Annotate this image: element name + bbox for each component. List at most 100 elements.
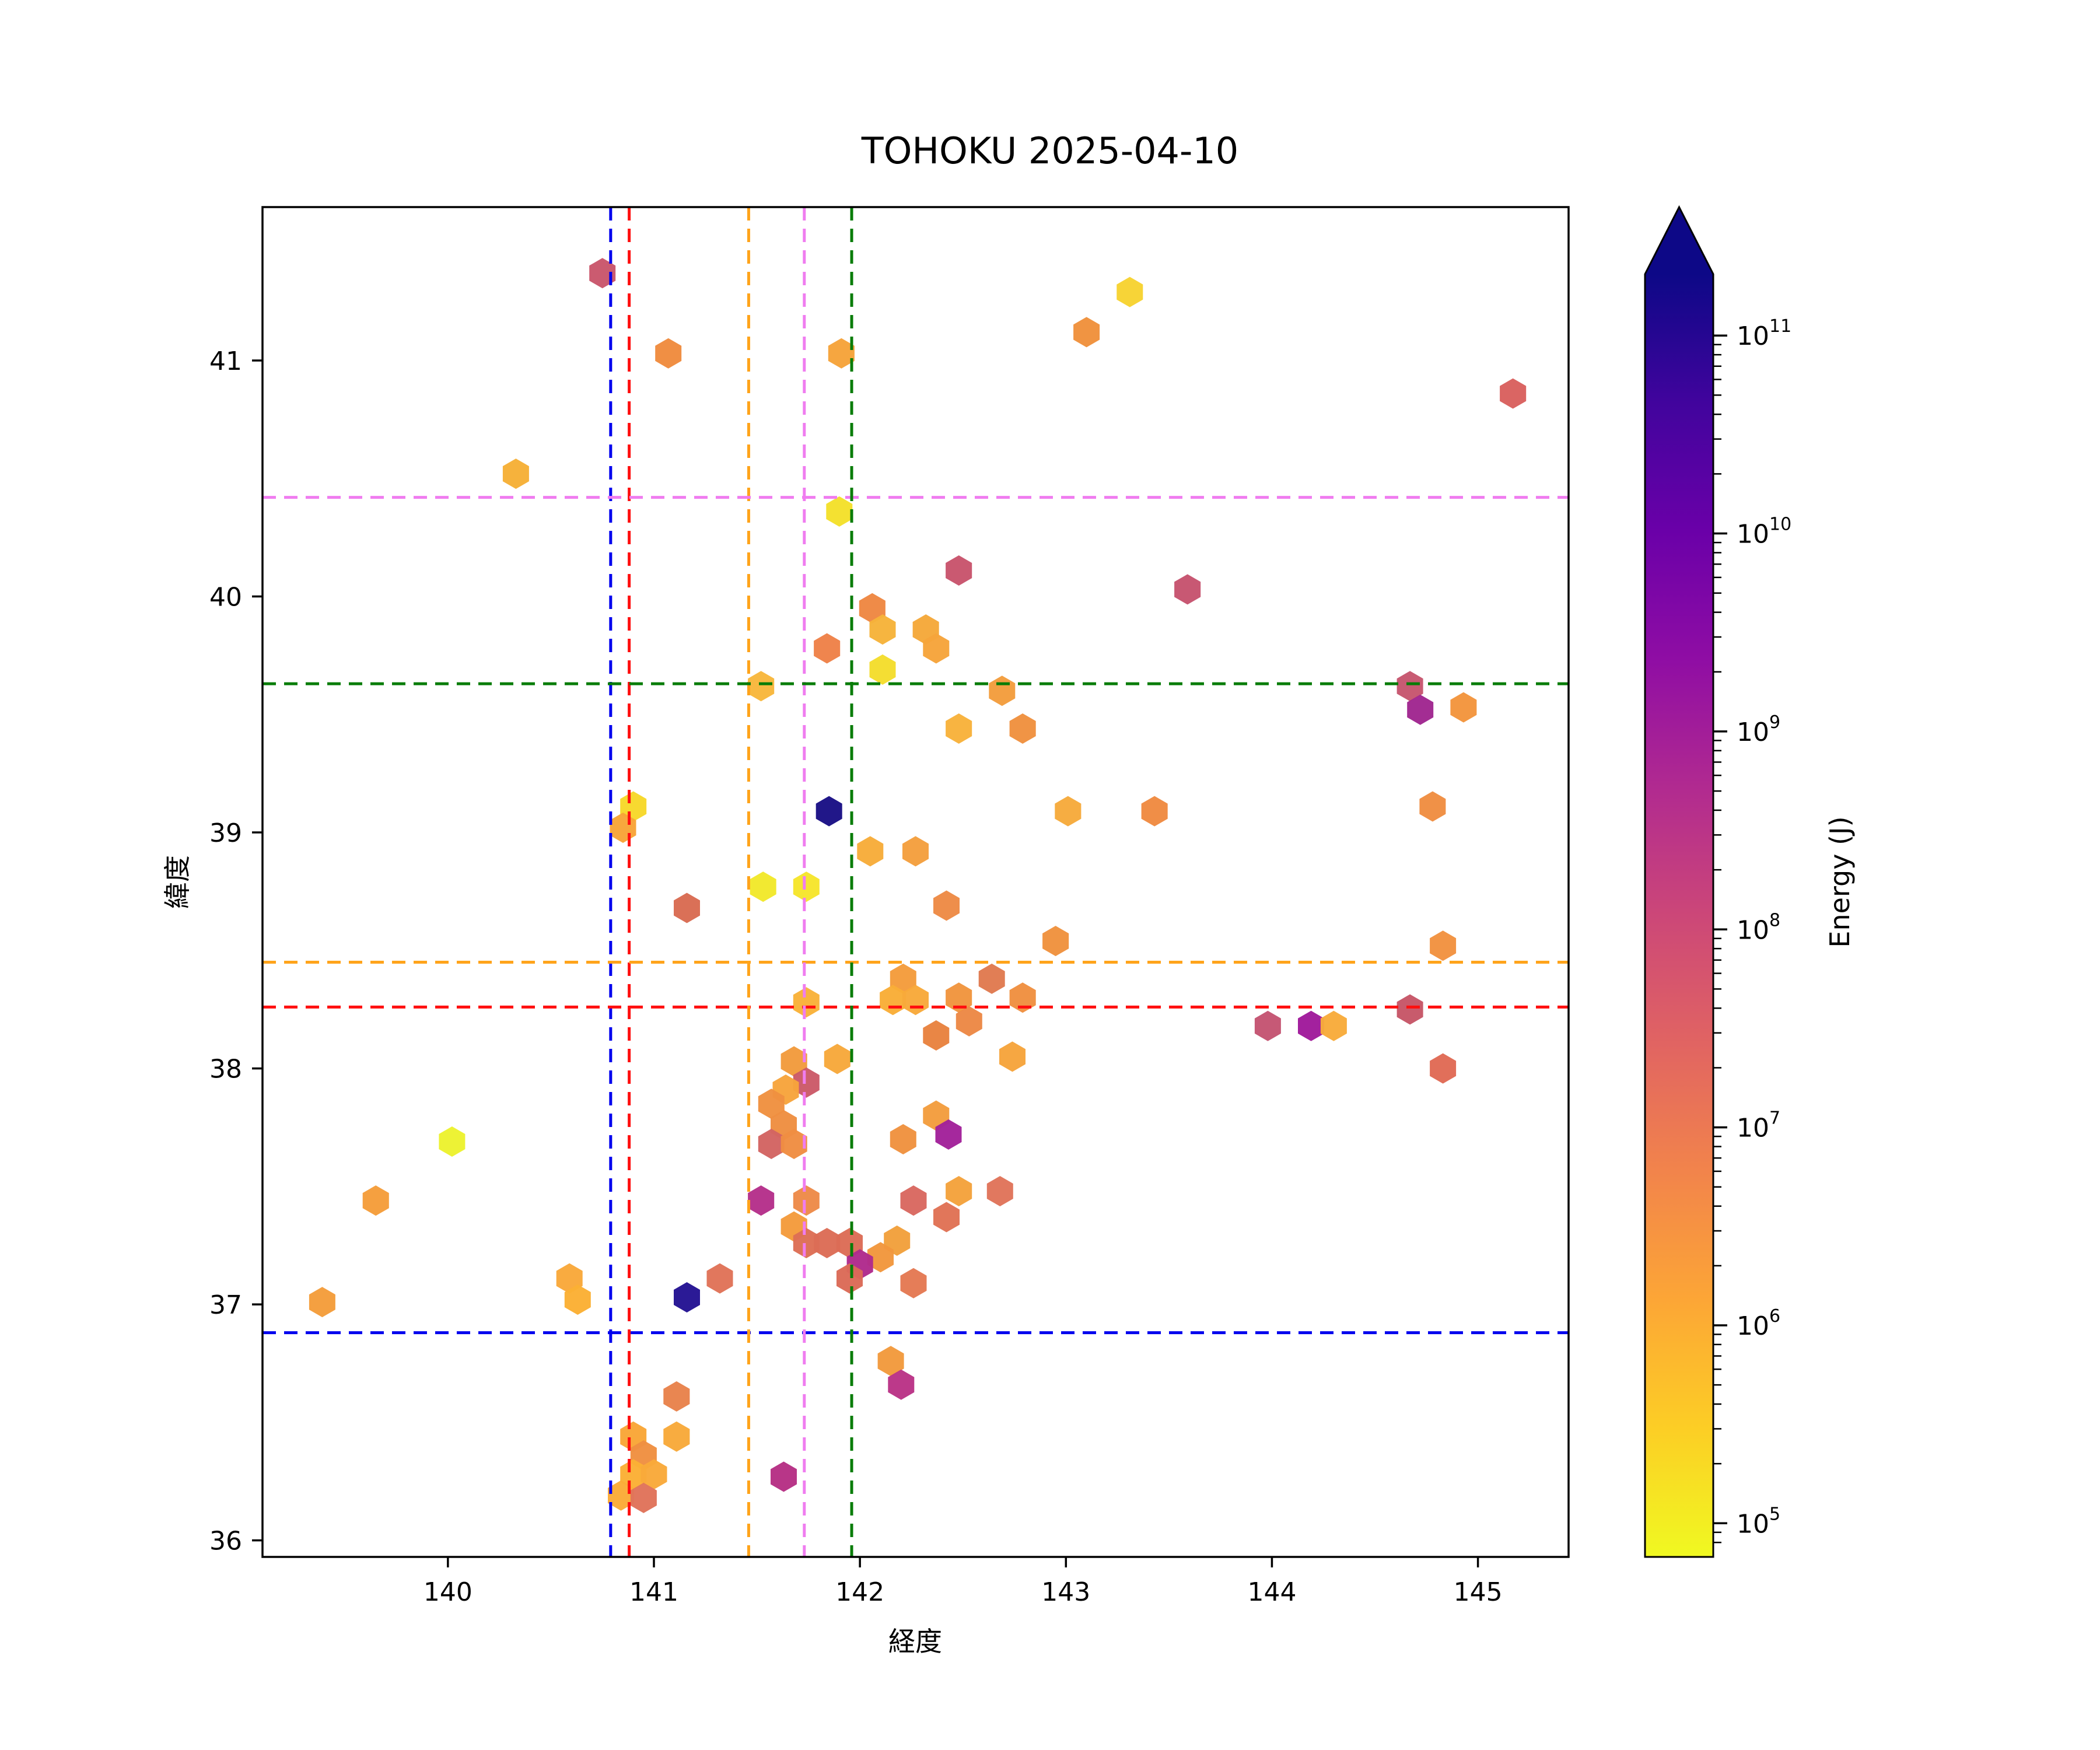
colorbar: 105 106 107 108 109 1010 1011 [1644, 205, 1791, 1558]
hex-marker [1009, 982, 1036, 1013]
hex-marker [814, 633, 841, 664]
hex-marker [620, 1459, 647, 1490]
colorbar-label: Energy (J) [1824, 816, 1856, 947]
hexbin-markers [309, 258, 1527, 1513]
hex-marker [663, 1381, 690, 1412]
colorbar-outline [1644, 205, 1714, 1558]
hex-marker [589, 258, 616, 289]
hex-marker [1073, 317, 1100, 348]
hex-marker [1009, 713, 1036, 744]
hex-marker [674, 1282, 700, 1312]
hex-marker [859, 593, 886, 624]
hex-marker [989, 676, 1016, 706]
hex-marker [836, 1263, 863, 1294]
hex-marker [793, 872, 820, 902]
hex-marker [828, 338, 855, 369]
colorbar-tick-label: 106 [1737, 1306, 1780, 1341]
hex-marker [608, 1480, 634, 1511]
hex-marker [564, 1284, 591, 1315]
x-tick-label: 144 [1247, 1577, 1296, 1607]
hex-marker [1430, 1053, 1457, 1084]
hex-marker [857, 836, 884, 867]
hex-marker [1174, 574, 1201, 605]
plot-border [261, 206, 1570, 1558]
x-tick-label: 145 [1454, 1577, 1503, 1607]
hex-marker [999, 1041, 1026, 1072]
hex-marker [771, 1461, 797, 1492]
colorbar-extend-arrow [1645, 207, 1713, 274]
hex-marker [956, 1006, 982, 1037]
y-tick-label: 36 [209, 1527, 242, 1556]
colorbar-tick-label: 107 [1737, 1108, 1780, 1143]
x-tick-label: 142 [835, 1577, 884, 1607]
hex-marker [620, 791, 647, 822]
hex-marker [836, 1228, 863, 1258]
hex-marker [824, 1044, 850, 1074]
hex-marker [826, 496, 853, 527]
hex-marker [793, 1228, 820, 1258]
y-tick-label: 39 [209, 818, 242, 848]
hex-marker [946, 982, 972, 1013]
hex-marker [946, 713, 972, 744]
y-tick-label: 41 [209, 346, 242, 376]
y-tick-label: 40 [209, 583, 242, 612]
hex-marker [780, 1129, 807, 1159]
crosshair-lines [262, 207, 1569, 1557]
colorbar-tick-label: 108 [1737, 910, 1780, 945]
hex-marker [793, 987, 820, 1018]
hex-marker [750, 872, 776, 902]
hex-marker [888, 1369, 915, 1400]
hex-marker [1450, 692, 1477, 723]
hex-marker [748, 1185, 775, 1216]
hex-marker [816, 796, 842, 827]
hex-marker [674, 892, 700, 923]
hex-marker [1500, 378, 1527, 409]
hex-marker [890, 1124, 916, 1154]
hex-marker [923, 1020, 950, 1051]
hex-marker [630, 1482, 657, 1513]
colorbar-tick-label: 105 [1737, 1504, 1780, 1539]
hex-marker [362, 1185, 389, 1216]
hex-marker [1430, 930, 1457, 961]
chart-title: TOHOKU 2025-04-10 [861, 130, 1239, 172]
hex-marker [902, 836, 929, 867]
hex-marker [1116, 276, 1143, 307]
hex-marker [439, 1126, 466, 1157]
hex-marker [309, 1287, 335, 1318]
hex-marker [793, 1067, 820, 1098]
hex-marker [946, 555, 972, 586]
hex-marker [1298, 1010, 1325, 1041]
hex-marker [758, 1088, 785, 1119]
colorbar-tick-label: 1011 [1737, 316, 1791, 351]
hex-marker [935, 1119, 962, 1150]
hex-marker [758, 1129, 785, 1159]
hex-marker [780, 1046, 807, 1077]
hex-marker [663, 1421, 690, 1452]
hex-marker [869, 614, 896, 645]
hex-marker [1419, 791, 1446, 822]
hex-marker [1396, 994, 1423, 1025]
hex-marker [640, 1459, 667, 1490]
x-tick-label: 140 [424, 1577, 473, 1607]
hex-marker [655, 338, 682, 369]
hex-marker [793, 1185, 820, 1216]
colorbar-gradient [1645, 274, 1713, 1557]
x-tick-label: 143 [1041, 1577, 1090, 1607]
hex-marker [900, 1268, 927, 1298]
hex-marker [933, 1202, 960, 1233]
x-tick-label: 141 [629, 1577, 678, 1607]
y-axis-label: 緯度 [162, 855, 193, 909]
hex-marker [900, 1185, 927, 1216]
axes-frame: 140 141 142 143 144 145 36 37 38 39 40 41 [209, 206, 1570, 1607]
colorbar-tick-label: 1010 [1737, 514, 1791, 550]
hex-marker [946, 1176, 972, 1206]
y-tick-label: 37 [209, 1290, 242, 1320]
x-axis-label: 経度 [888, 1626, 942, 1657]
hex-marker [1055, 796, 1082, 827]
hex-marker [748, 671, 775, 702]
hex-marker [1320, 1010, 1347, 1041]
hex-marker [814, 1228, 841, 1258]
hex-marker [923, 633, 950, 664]
